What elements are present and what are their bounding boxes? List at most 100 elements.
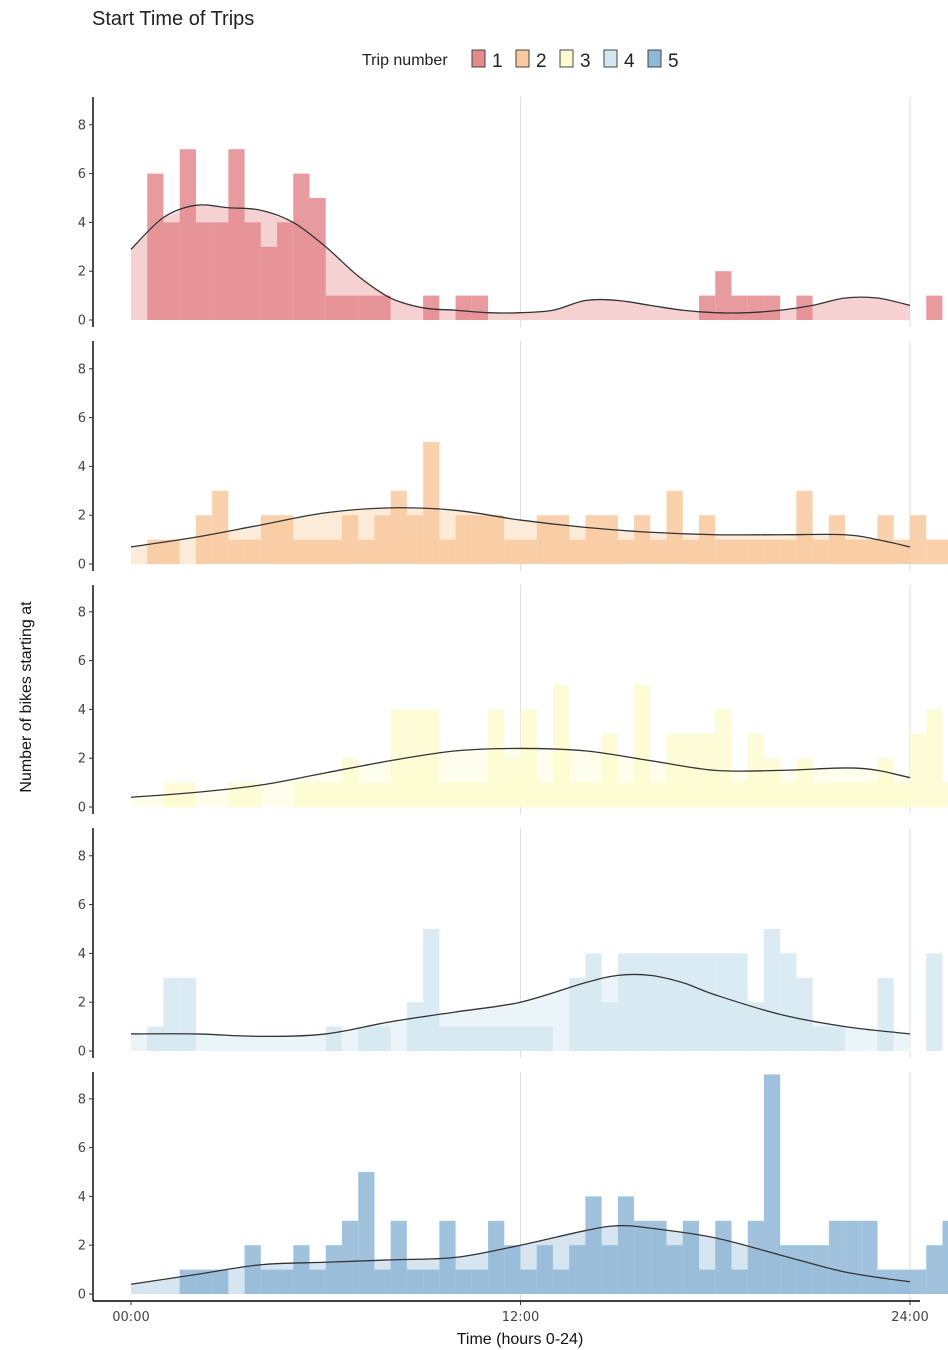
legend-label-2: 2	[536, 51, 547, 72]
histogram-bar	[390, 709, 407, 807]
histogram-bar	[325, 782, 342, 807]
histogram-bar	[195, 1269, 213, 1294]
histogram-bar	[634, 685, 651, 807]
histogram-bar	[877, 758, 894, 807]
histogram-bar	[634, 1220, 651, 1294]
density-line	[130, 1224, 911, 1285]
histogram-bar	[488, 1220, 505, 1294]
histogram-bar	[244, 222, 261, 320]
histogram-bar	[780, 782, 797, 807]
histogram-bar	[715, 539, 732, 564]
histogram-bar	[260, 1269, 278, 1294]
histogram-bar	[926, 953, 943, 1051]
histogram-bar	[763, 758, 781, 807]
histogram-bar	[715, 1220, 732, 1294]
histogram-bar	[926, 709, 943, 807]
x-tick-label: 24:00	[891, 1310, 928, 1325]
y-tick-label: 0	[78, 1045, 86, 1060]
histogram-bar	[812, 1245, 829, 1294]
histogram-bar	[423, 295, 440, 320]
histogram-bar	[244, 1245, 261, 1294]
histogram-bar	[699, 295, 716, 320]
histogram-bar	[341, 758, 359, 807]
histogram-bar	[731, 539, 748, 564]
x-tick-label: 12:00	[502, 1310, 539, 1325]
histogram-bar	[845, 539, 862, 564]
histogram-bar	[325, 1245, 342, 1294]
histogram-bar	[455, 295, 472, 320]
y-tick-label: 6	[78, 898, 86, 913]
histogram-bar	[423, 929, 440, 1051]
histogram-bar	[617, 539, 635, 564]
histogram-bar	[650, 1220, 667, 1294]
histogram-bar	[780, 539, 797, 564]
y-tick-label: 4	[78, 703, 86, 718]
histogram-bar	[731, 295, 748, 320]
y-tick-label: 0	[78, 558, 86, 573]
facet-panels: 0 2 4 6 8 0 2 4 6 8 0 2 4 6 8 0 2 4 6 8 0 2 4 6 8	[78, 97, 948, 1303]
y-tick-label: 4	[78, 460, 86, 475]
histogram-bar	[341, 515, 359, 564]
histogram-bar	[504, 1245, 521, 1294]
histogram-bar	[861, 1220, 878, 1294]
histogram-bar	[163, 222, 180, 320]
histogram-bar	[406, 1269, 424, 1294]
histogram-bar	[504, 1026, 521, 1051]
histogram-bar	[471, 1026, 489, 1051]
histogram-bar	[682, 539, 700, 564]
histogram-bar	[455, 1269, 472, 1294]
histogram-bar	[406, 1002, 424, 1051]
histogram-bar	[942, 782, 948, 807]
histogram-bar	[309, 1269, 326, 1294]
histogram-bar	[374, 1026, 391, 1051]
chart-title: Start Time of Trips	[92, 8, 254, 30]
histogram-bar	[341, 1220, 359, 1294]
histogram-bar	[358, 1026, 375, 1051]
histogram-bar	[585, 953, 602, 1051]
histogram-bar	[488, 1026, 505, 1051]
histogram-bar	[893, 1269, 910, 1294]
y-tick-label: 0	[78, 314, 86, 329]
histogram-bar	[488, 709, 505, 807]
histogram-bar	[390, 1220, 407, 1294]
histogram-bar	[341, 295, 359, 320]
y-tick-label: 6	[78, 411, 86, 426]
histogram-bar	[309, 782, 326, 807]
histogram-bar	[325, 295, 342, 320]
histogram-bar	[374, 782, 391, 807]
histogram-bar	[731, 782, 748, 807]
histogram-bar	[747, 295, 764, 320]
histogram-bar	[877, 515, 894, 564]
histogram-bar	[195, 222, 213, 320]
histogram-bar	[212, 222, 229, 320]
histogram-bar	[910, 733, 927, 807]
histogram-bar	[228, 149, 245, 320]
histogram-bar	[228, 782, 245, 807]
histogram-bar	[358, 1172, 375, 1294]
histogram-bar	[910, 515, 927, 564]
histogram-bar	[423, 1269, 440, 1294]
histogram-bar	[179, 977, 196, 1051]
legend-key-2	[515, 49, 530, 68]
histogram-bar	[812, 782, 829, 807]
histogram-bar	[763, 929, 781, 1051]
histogram-bar	[179, 782, 196, 807]
histogram-bar	[747, 1220, 764, 1294]
histogram-bar	[634, 515, 651, 564]
histogram-bar	[569, 539, 586, 564]
histogram-bar	[796, 1245, 813, 1294]
y-tick-label: 6	[78, 167, 86, 182]
histogram-bar	[715, 953, 732, 1051]
histogram-bar	[277, 222, 294, 320]
legend: Trip number 1 2 3 4 5	[362, 49, 679, 72]
histogram-bar	[552, 1269, 570, 1294]
histogram-bar	[179, 149, 196, 320]
histogram-bar	[877, 1269, 894, 1294]
histogram-bar	[536, 1026, 553, 1051]
histogram-bar	[536, 782, 553, 807]
histogram-bar	[650, 539, 667, 564]
panel-trip-1: 0 2 4 6 8	[78, 97, 943, 329]
legend-key-1	[471, 49, 486, 68]
histogram-bar	[293, 539, 310, 564]
